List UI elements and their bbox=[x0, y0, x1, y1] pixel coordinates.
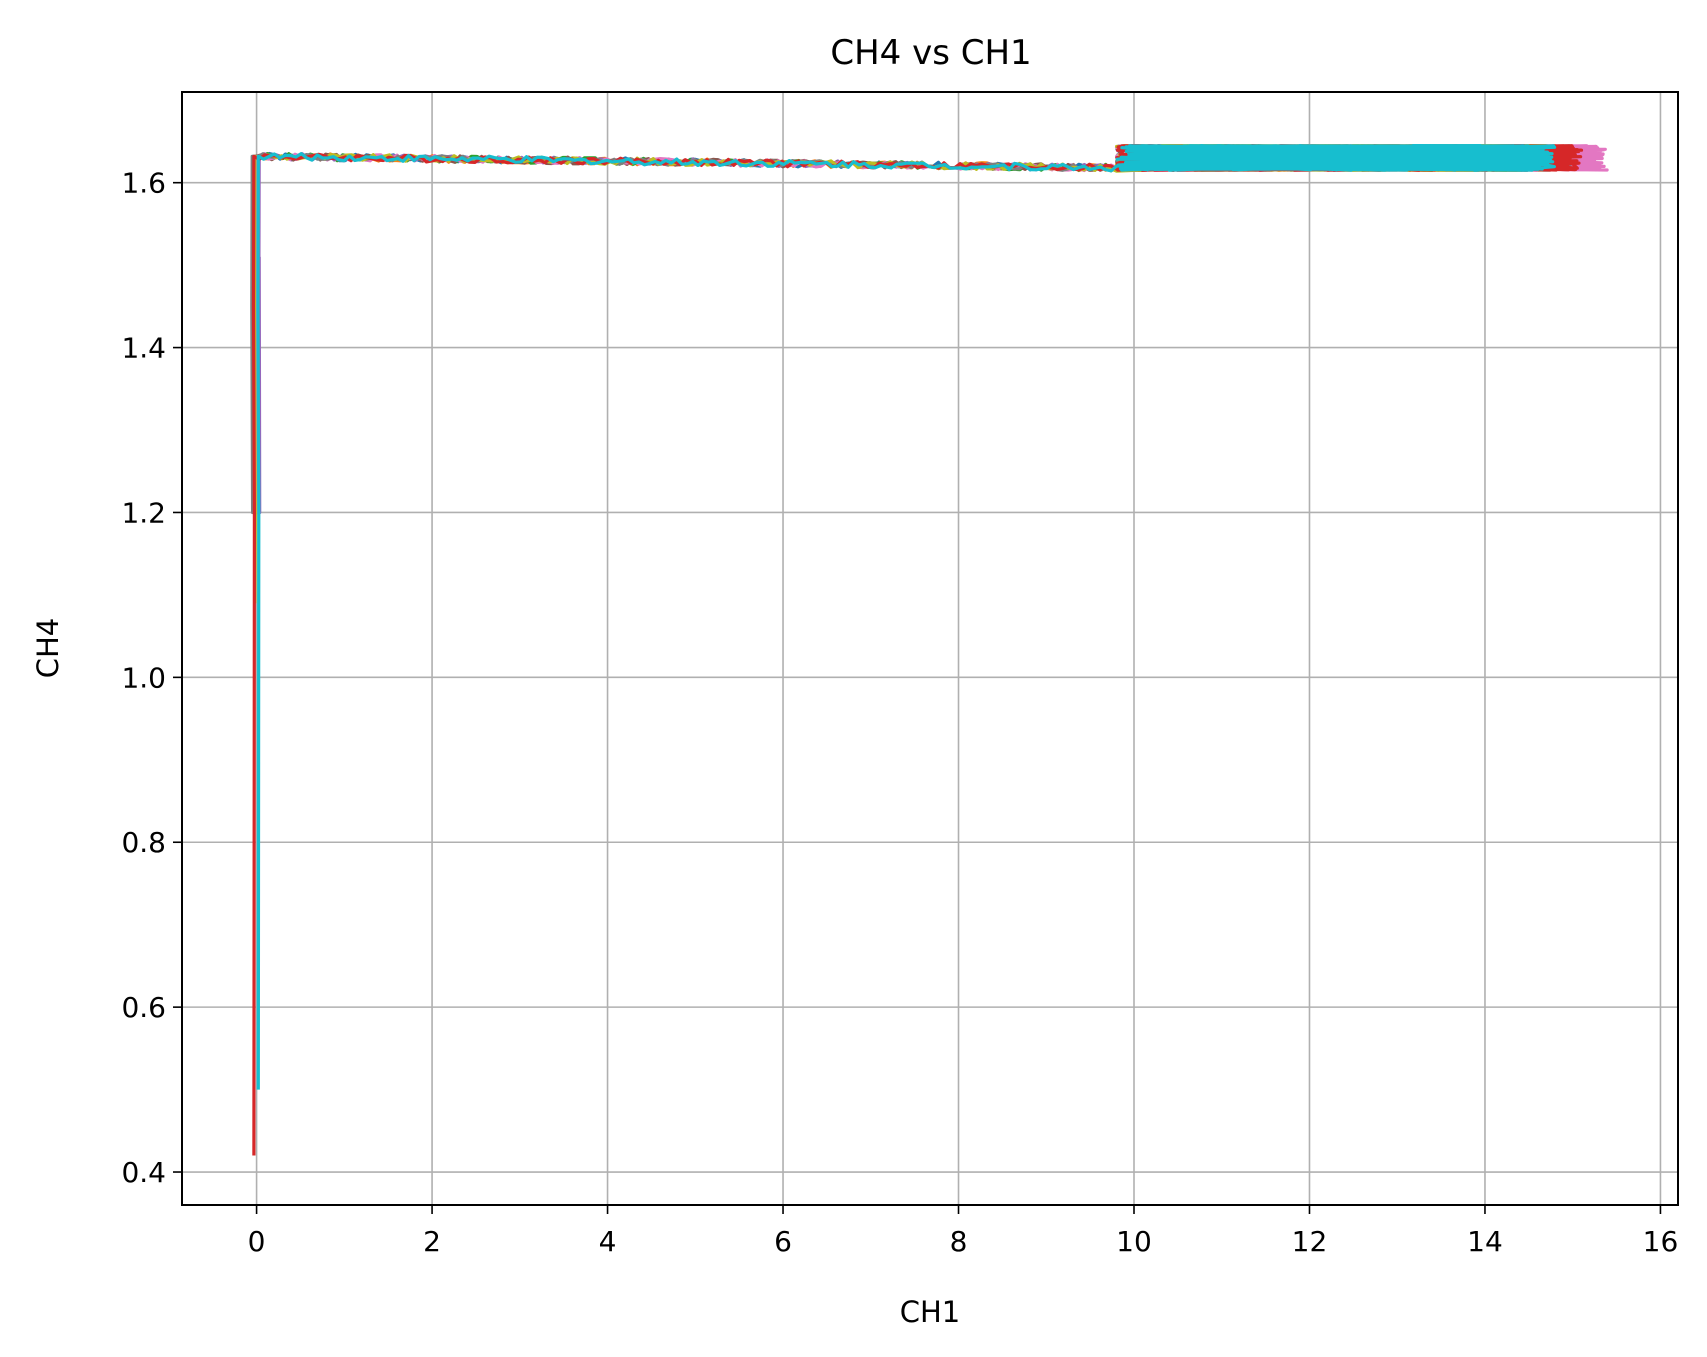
y-tick-label: 1.2 bbox=[121, 496, 166, 529]
ticks: 0 2 4 6 8 10 12 14 16 0.4 0.6 0.8 1.0 1.2 1.4 1.6 bbox=[121, 167, 1678, 1258]
x-tick-label: 16 bbox=[1643, 1225, 1679, 1258]
series-line bbox=[256, 144, 1557, 1090]
x-tick-label: 4 bbox=[599, 1225, 617, 1258]
series-group bbox=[250, 144, 1609, 1156]
y-tick-label: 1.0 bbox=[121, 661, 166, 694]
y-tick-label: 0.4 bbox=[121, 1156, 166, 1189]
y-tick-label: 1.6 bbox=[121, 167, 166, 200]
y-tick-label: 0.8 bbox=[121, 826, 166, 859]
x-tick-label: 12 bbox=[1292, 1225, 1328, 1258]
x-tick-label: 0 bbox=[248, 1225, 266, 1258]
x-tick-label: 14 bbox=[1467, 1225, 1503, 1258]
x-tick-label: 8 bbox=[950, 1225, 968, 1258]
grid bbox=[182, 92, 1678, 1205]
plot-frame bbox=[181, 91, 1679, 1206]
y-axis-title: CH4 bbox=[31, 618, 65, 679]
x-axis-title: CH1 bbox=[900, 1295, 961, 1329]
y-tick-label: 1.4 bbox=[121, 332, 166, 365]
x-tick-label: 2 bbox=[423, 1225, 441, 1258]
x-tick-label: 6 bbox=[774, 1225, 792, 1258]
y-tick-label: 0.6 bbox=[121, 991, 166, 1024]
x-tick-label: 10 bbox=[1116, 1225, 1152, 1258]
chart-title: CH4 vs CH1 bbox=[830, 33, 1031, 73]
